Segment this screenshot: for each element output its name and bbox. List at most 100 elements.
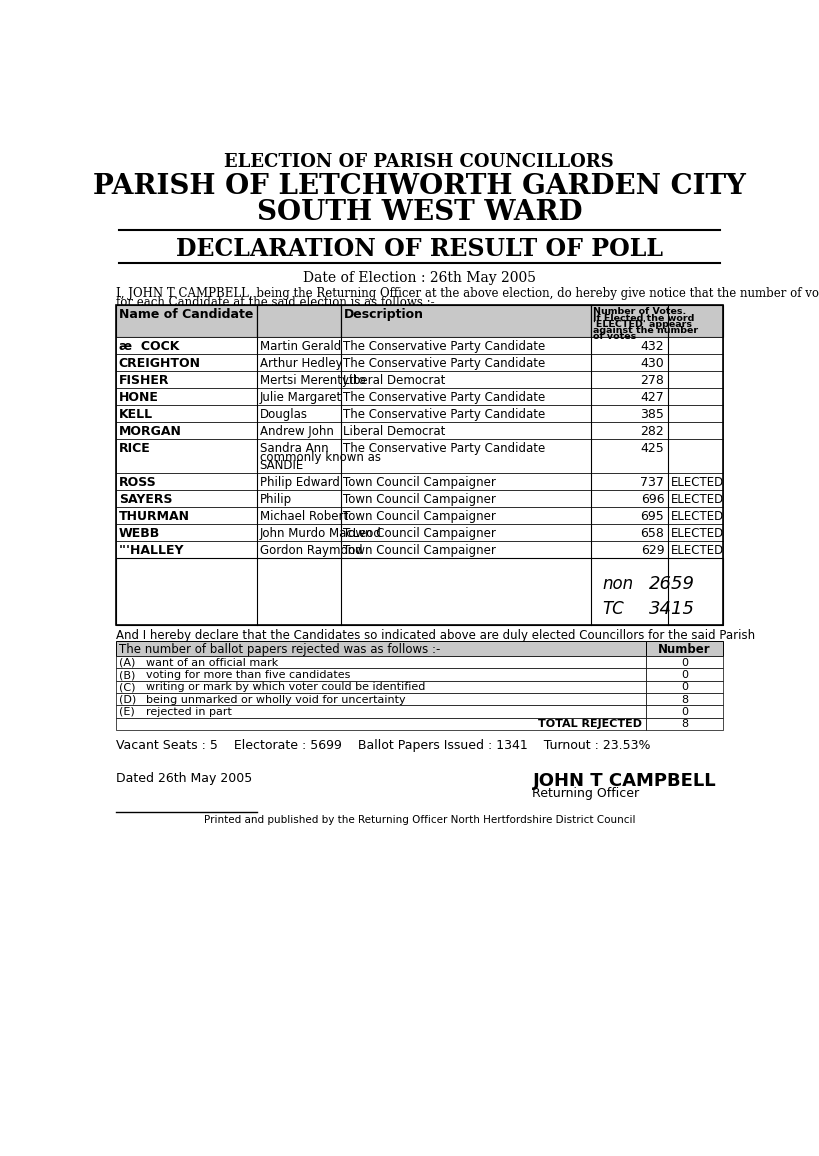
Bar — [116, 305, 257, 338]
Bar — [341, 305, 590, 338]
Text: ROSS: ROSS — [119, 476, 156, 489]
Text: Town Council Campaigner: Town Council Campaigner — [343, 510, 496, 523]
Text: If Elected the word: If Elected the word — [593, 313, 695, 323]
Text: (A): (A) — [120, 658, 136, 668]
Text: 737: 737 — [640, 476, 664, 489]
Text: SANDIE: SANDIE — [260, 459, 304, 472]
Bar — [116, 681, 645, 694]
Text: The Conservative Party Candidate: The Conservative Party Candidate — [343, 442, 545, 455]
Text: Arthur Hedley: Arthur Hedley — [260, 357, 342, 370]
Text: 0: 0 — [681, 682, 688, 692]
Bar — [116, 338, 257, 355]
Bar — [341, 371, 590, 388]
Text: Mertsi Merentytto: Mertsi Merentytto — [260, 375, 365, 387]
Text: The number of ballot papers rejected was as follows :-: The number of ballot papers rejected was… — [120, 643, 441, 657]
Text: The Conservative Party Candidate: The Conservative Party Candidate — [343, 357, 545, 370]
Text: ELECTED: ELECTED — [672, 527, 725, 540]
Bar — [590, 490, 723, 506]
Bar — [116, 657, 645, 668]
Text: 0: 0 — [681, 658, 688, 668]
Text: 432: 432 — [640, 341, 664, 354]
Text: 427: 427 — [640, 391, 664, 405]
Text: Town Council Campaigner: Town Council Campaigner — [343, 476, 496, 489]
Bar — [341, 338, 590, 355]
Text: writing or mark by which voter could be identified: writing or mark by which voter could be … — [146, 682, 425, 692]
Text: MORGAN: MORGAN — [119, 425, 182, 438]
Bar — [645, 640, 723, 657]
Bar — [590, 473, 723, 490]
Text: Number of Votes.: Number of Votes. — [593, 307, 686, 317]
Text: against the number: against the number — [593, 326, 698, 335]
Text: Philip: Philip — [260, 492, 292, 506]
Bar — [341, 541, 590, 557]
Bar — [257, 506, 341, 524]
Text: Liberal Democrat: Liberal Democrat — [343, 425, 446, 438]
Text: 629: 629 — [640, 543, 664, 557]
Text: Town Council Campaigner: Town Council Campaigner — [343, 527, 496, 540]
Text: ELECTION OF PARISH COUNCILLORS: ELECTION OF PARISH COUNCILLORS — [224, 153, 614, 171]
Bar — [116, 694, 645, 705]
Text: FISHER: FISHER — [119, 375, 170, 387]
Bar — [116, 541, 257, 557]
Text: Name of Candidate: Name of Candidate — [119, 307, 253, 320]
Text: 'ELECTED' appears: 'ELECTED' appears — [593, 320, 692, 328]
Bar — [257, 355, 341, 371]
Text: Dated 26th May 2005: Dated 26th May 2005 — [116, 772, 252, 785]
Text: The Conservative Party Candidate: The Conservative Party Candidate — [343, 341, 545, 354]
Bar — [116, 490, 257, 506]
Text: (E): (E) — [120, 707, 135, 717]
Text: Liberal Democrat: Liberal Democrat — [343, 375, 446, 387]
Bar — [257, 388, 341, 405]
Bar — [590, 388, 723, 405]
Bar — [116, 705, 645, 718]
Bar — [116, 439, 257, 473]
Text: Vacant Seats : 5    Electorate : 5699    Ballot Papers Issued : 1341    Turnout : Vacant Seats : 5 Electorate : 5699 Ballo… — [116, 740, 651, 753]
Bar — [341, 422, 590, 439]
Bar — [116, 506, 257, 524]
Bar — [257, 490, 341, 506]
Text: 695: 695 — [640, 510, 664, 523]
Bar — [341, 355, 590, 371]
Bar — [257, 305, 341, 338]
Text: Returning Officer: Returning Officer — [532, 787, 640, 800]
Text: Town Council Campaigner: Town Council Campaigner — [343, 543, 496, 557]
Text: PARISH OF LETCHWORTH GARDEN CITY: PARISH OF LETCHWORTH GARDEN CITY — [93, 172, 746, 200]
Text: ELECTED: ELECTED — [672, 543, 725, 557]
Text: SOUTH WEST WARD: SOUTH WEST WARD — [256, 199, 582, 225]
Text: 278: 278 — [640, 375, 664, 387]
Text: I, JOHN T CAMPBELL, being the Returning Officer at the above election, do hereby: I, JOHN T CAMPBELL, being the Returning … — [116, 287, 819, 299]
Text: ELECTED: ELECTED — [672, 510, 725, 523]
Text: 282: 282 — [640, 425, 664, 438]
Text: 696: 696 — [640, 492, 664, 506]
Text: Martin Gerald: Martin Gerald — [260, 341, 341, 354]
Text: WEBB: WEBB — [119, 527, 160, 540]
Text: THURMAN: THURMAN — [119, 510, 190, 523]
Bar — [645, 705, 723, 718]
Bar — [590, 338, 723, 355]
Text: rejected in part: rejected in part — [146, 707, 232, 717]
Bar — [116, 371, 257, 388]
Text: being unmarked or wholly void for uncertainty: being unmarked or wholly void for uncert… — [146, 695, 405, 705]
Bar — [341, 506, 590, 524]
Bar — [341, 490, 590, 506]
Bar — [116, 718, 645, 731]
Text: 2659: 2659 — [649, 575, 695, 593]
Bar — [257, 439, 341, 473]
Bar — [590, 355, 723, 371]
Text: TC: TC — [602, 600, 624, 618]
Bar — [590, 524, 723, 541]
Text: HONE: HONE — [119, 391, 159, 405]
Text: JOHN T CAMPBELL: JOHN T CAMPBELL — [532, 772, 716, 790]
Text: CREIGHTON: CREIGHTON — [119, 357, 201, 370]
Text: Andrew John: Andrew John — [260, 425, 333, 438]
Bar — [341, 439, 590, 473]
Text: Town Council Campaigner: Town Council Campaigner — [343, 492, 496, 506]
Text: for each Candidate at the said election is as follows :-: for each Candidate at the said election … — [116, 296, 435, 309]
Text: Number: Number — [658, 643, 711, 657]
Text: 0: 0 — [681, 707, 688, 717]
Text: of votes: of votes — [593, 332, 636, 341]
Bar — [590, 371, 723, 388]
Text: 8: 8 — [681, 695, 688, 705]
Text: æ  COCK: æ COCK — [119, 341, 179, 354]
Text: 8: 8 — [681, 719, 688, 729]
